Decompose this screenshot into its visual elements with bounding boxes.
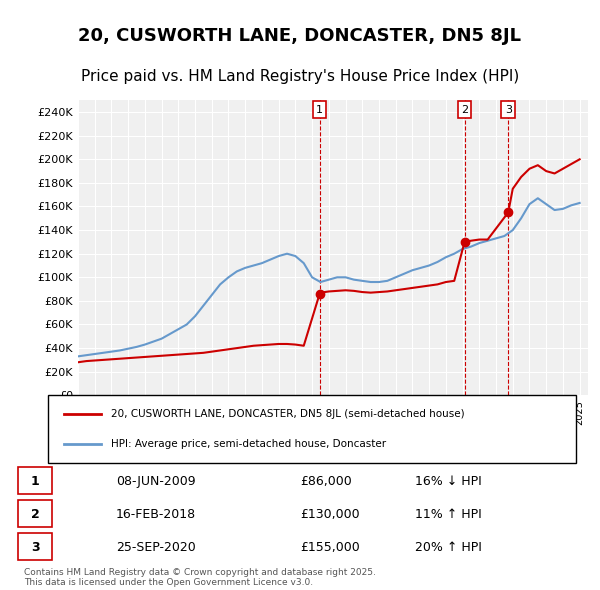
Text: Price paid vs. HM Land Registry's House Price Index (HPI): Price paid vs. HM Land Registry's House …	[81, 69, 519, 84]
Text: £130,000: £130,000	[300, 508, 359, 522]
Text: 16-FEB-2018: 16-FEB-2018	[116, 508, 196, 522]
FancyBboxPatch shape	[18, 467, 52, 494]
Text: Contains HM Land Registry data © Crown copyright and database right 2025.
This d: Contains HM Land Registry data © Crown c…	[24, 568, 376, 587]
Text: 20, CUSWORTH LANE, DONCASTER, DN5 8JL: 20, CUSWORTH LANE, DONCASTER, DN5 8JL	[79, 27, 521, 45]
Text: 11% ↑ HPI: 11% ↑ HPI	[415, 508, 482, 522]
FancyBboxPatch shape	[18, 500, 52, 527]
Text: 1: 1	[31, 475, 40, 489]
Text: £155,000: £155,000	[300, 541, 360, 555]
Text: HPI: Average price, semi-detached house, Doncaster: HPI: Average price, semi-detached house,…	[112, 439, 386, 449]
Text: 08-JUN-2009: 08-JUN-2009	[116, 475, 196, 489]
Text: 3: 3	[505, 105, 512, 114]
Text: £86,000: £86,000	[300, 475, 352, 489]
FancyBboxPatch shape	[48, 395, 576, 463]
Text: 2: 2	[461, 105, 468, 114]
Text: 3: 3	[31, 541, 40, 555]
Text: 20, CUSWORTH LANE, DONCASTER, DN5 8JL (semi-detached house): 20, CUSWORTH LANE, DONCASTER, DN5 8JL (s…	[112, 409, 465, 419]
Text: 20% ↑ HPI: 20% ↑ HPI	[415, 541, 482, 555]
Text: 1: 1	[316, 105, 323, 114]
FancyBboxPatch shape	[18, 533, 52, 560]
Text: 2: 2	[31, 508, 40, 522]
Text: 16% ↓ HPI: 16% ↓ HPI	[415, 475, 482, 489]
Text: 25-SEP-2020: 25-SEP-2020	[116, 541, 196, 555]
